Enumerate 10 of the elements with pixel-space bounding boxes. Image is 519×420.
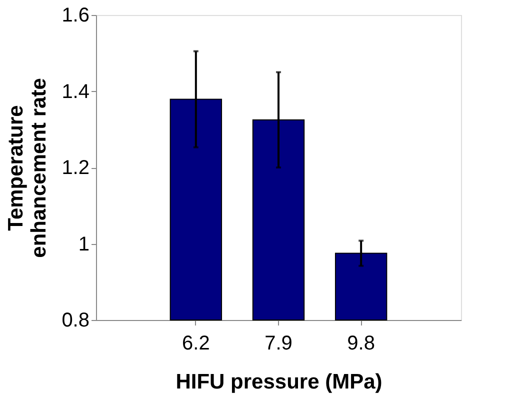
x-axis-title: HIFU pressure (MPa) [176, 370, 382, 394]
x-tick-label: 7.9 [264, 332, 292, 354]
y-tick-label: 1.4 [62, 80, 90, 103]
x-tick-label: 9.8 [347, 332, 375, 354]
y-tick-label: 1.2 [62, 157, 90, 179]
y-tick-label: 1.6 [62, 4, 90, 26]
y-axis-title: Temperature enhancement rate [4, 78, 51, 258]
y-tick-label: 0.8 [62, 310, 90, 332]
y-tick-label: 1 [78, 233, 90, 256]
x-tick-label: 6.2 [182, 332, 210, 354]
